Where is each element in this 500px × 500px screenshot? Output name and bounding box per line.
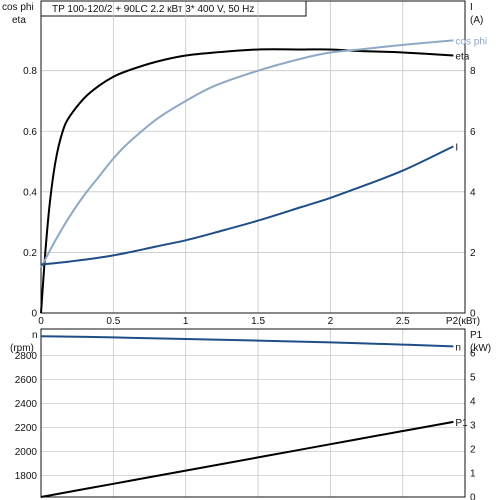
right-tick-label: 3 bbox=[470, 421, 476, 432]
right-tick-label: 2 bbox=[470, 445, 476, 456]
bottom-left-axis-label-1: n bbox=[32, 330, 38, 341]
right-tick-label: 8 bbox=[470, 66, 476, 77]
right-tick-label: 5 bbox=[470, 373, 476, 384]
right-tick-label: 1 bbox=[470, 469, 476, 480]
right-tick-label: 6 bbox=[470, 127, 476, 138]
x-axis-label: P2(кВт) bbox=[446, 316, 480, 327]
bottom-right-axis-label-2: (kW) bbox=[470, 343, 491, 354]
x-tick-label: 0.5 bbox=[106, 316, 120, 327]
top-left-axis-label-1: cos phi bbox=[2, 2, 34, 13]
top-grid bbox=[41, 1, 465, 313]
series-label-cos-phi: cos phi bbox=[455, 36, 487, 47]
left-tick-label: 0.6 bbox=[23, 127, 37, 138]
bottom-left-axis-label-2: (rpm) bbox=[10, 343, 34, 354]
series-label-i: I bbox=[455, 142, 458, 153]
right-tick-label: 6 bbox=[470, 349, 476, 360]
x-tick-label: 1 bbox=[183, 316, 189, 327]
bottom-plot-frame bbox=[40, 328, 466, 498]
left-tick-label: 2200 bbox=[15, 423, 38, 434]
series-line-eta bbox=[40, 48, 454, 314]
series-line-i bbox=[40, 145, 454, 266]
x-tick-label: 1.5 bbox=[251, 316, 265, 327]
right-tick-label: 0 bbox=[470, 493, 476, 500]
right-tick-label: 4 bbox=[470, 397, 476, 408]
chart-title: TP 100-120/2 + 90LC 2.2 кВт 3* 400 V, 50… bbox=[52, 4, 254, 15]
left-tick-label: 2000 bbox=[15, 447, 38, 458]
right-tick-label: 0 bbox=[470, 309, 476, 320]
top-right-axis-label-1: I bbox=[470, 2, 473, 13]
left-tick-label: 2400 bbox=[15, 399, 38, 410]
x-tick-label: 0 bbox=[38, 316, 44, 327]
series-line-cos-phi bbox=[40, 39, 454, 269]
series-label-eta: eta bbox=[455, 52, 469, 63]
series-line-n bbox=[40, 335, 454, 348]
left-tick-label: 0.4 bbox=[23, 187, 37, 198]
right-tick-label: 4 bbox=[470, 187, 476, 198]
top-right-axis-label-2: (A) bbox=[470, 15, 483, 26]
left-tick-label: 2800 bbox=[15, 351, 38, 362]
left-tick-label: 1800 bbox=[15, 471, 38, 482]
top-left-axis-label-2: eta bbox=[12, 15, 26, 26]
left-tick-label: 0.8 bbox=[23, 66, 37, 77]
bottom-right-axis-label-1: P1 bbox=[470, 330, 483, 341]
left-tick-label: 0 bbox=[31, 309, 37, 320]
bottom-grid bbox=[41, 329, 465, 497]
series-label-n: n bbox=[455, 342, 461, 353]
series-line-p1 bbox=[40, 420, 454, 498]
right-tick-label: 2 bbox=[470, 248, 476, 259]
x-tick-label: 2 bbox=[328, 316, 334, 327]
left-tick-label: 0.2 bbox=[23, 248, 37, 259]
series-label-p1: P1 bbox=[455, 418, 468, 429]
left-tick-label: 2600 bbox=[15, 375, 38, 386]
x-tick-label: 2.5 bbox=[396, 316, 410, 327]
top-plot-frame bbox=[40, 0, 466, 314]
